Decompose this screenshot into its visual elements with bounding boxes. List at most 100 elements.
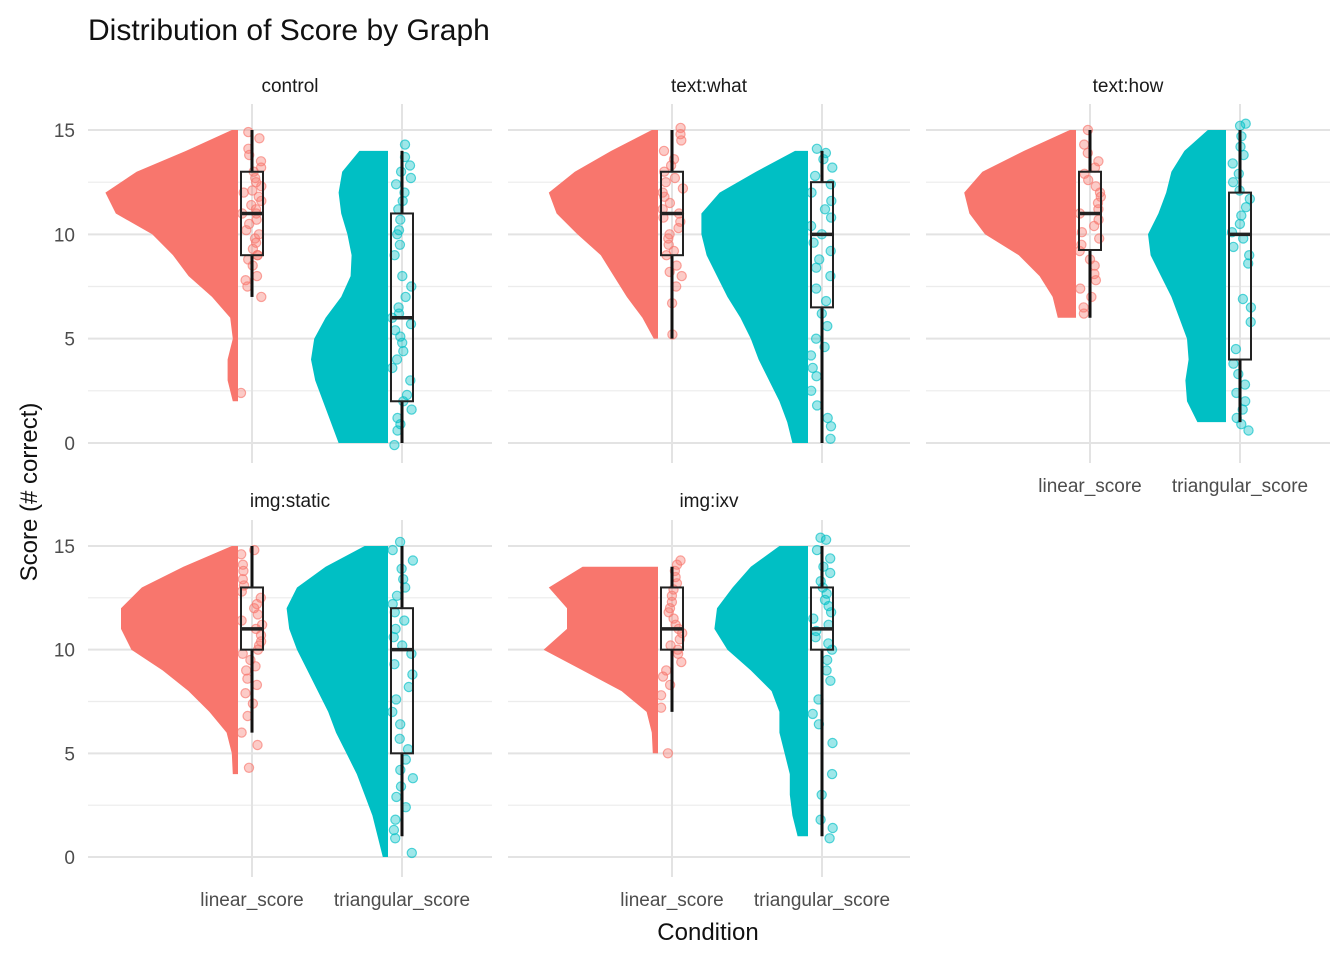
data-point xyxy=(1243,425,1254,436)
data-point xyxy=(810,333,822,344)
data-point xyxy=(256,291,267,303)
data-point xyxy=(811,544,823,556)
data-point xyxy=(391,590,403,602)
box-iqr xyxy=(810,586,834,651)
facet-label: img:static xyxy=(250,491,330,512)
data-point xyxy=(252,739,263,751)
x-tick-label: linear_score xyxy=(200,890,304,911)
data-point xyxy=(247,243,259,255)
data-point xyxy=(664,603,676,614)
data-point xyxy=(389,439,400,451)
data-point xyxy=(823,638,834,649)
data-point xyxy=(390,814,401,825)
data-point xyxy=(660,176,672,188)
x-tick-label: triangular_score xyxy=(754,890,890,911)
data-point xyxy=(407,555,419,566)
facet-panel: text:how linear_score triangular_score xyxy=(926,76,1330,497)
chart-title: Distribution of Score by Graph xyxy=(88,14,490,47)
data-point xyxy=(390,833,401,844)
data-point xyxy=(1234,218,1246,230)
facet-label: text:what xyxy=(671,76,748,97)
data-point xyxy=(391,791,402,803)
data-point xyxy=(657,671,669,682)
data-point xyxy=(236,727,247,738)
data-point xyxy=(822,654,833,666)
facet-panel: 0 5 10 15 control xyxy=(54,76,492,463)
data-point xyxy=(827,162,838,173)
data-point xyxy=(240,688,251,699)
data-point xyxy=(394,239,406,250)
data-point xyxy=(398,346,409,357)
data-point xyxy=(405,318,417,330)
data-point xyxy=(394,733,405,745)
data-point xyxy=(387,544,398,556)
data-point xyxy=(407,773,419,784)
data-point xyxy=(1090,181,1102,192)
data-point xyxy=(401,389,413,401)
data-point xyxy=(1240,118,1251,129)
data-point xyxy=(1078,139,1090,150)
data-point xyxy=(255,592,266,604)
data-point xyxy=(1227,176,1239,188)
data-point xyxy=(675,122,686,134)
data-point xyxy=(825,179,837,190)
data-point xyxy=(1228,241,1239,253)
data-point xyxy=(1074,283,1086,294)
data-point xyxy=(404,160,416,171)
x-axis-label: Condition xyxy=(657,919,758,946)
data-point xyxy=(658,145,670,157)
data-point xyxy=(399,615,410,626)
y-tick-label: 10 xyxy=(54,225,75,246)
data-point xyxy=(237,574,248,585)
x-tick-label: linear_score xyxy=(620,890,724,911)
violin-linear_score xyxy=(121,546,238,775)
data-point xyxy=(393,224,405,236)
data-point xyxy=(399,139,411,150)
y-tick-label: 0 xyxy=(64,434,75,455)
data-point xyxy=(655,702,667,713)
facet-label: text:how xyxy=(1093,76,1164,97)
data-point xyxy=(1093,233,1105,244)
data-point xyxy=(825,433,836,444)
data-point xyxy=(387,706,398,718)
data-point xyxy=(819,594,831,606)
data-point xyxy=(397,270,408,282)
data-point xyxy=(1230,343,1242,355)
data-point xyxy=(806,385,817,396)
violin-triangular_score xyxy=(286,546,388,857)
violin-triangular_score xyxy=(1148,130,1226,423)
x-tick-label: linear_score xyxy=(1038,476,1142,497)
data-point xyxy=(1239,379,1251,390)
facet-panel: img:ixv linear_score triangular_score xyxy=(508,491,910,911)
data-point xyxy=(655,690,667,701)
y-tick-label: 10 xyxy=(54,641,75,662)
data-point xyxy=(395,719,406,730)
data-point xyxy=(827,822,838,834)
violin-triangular_score xyxy=(701,150,808,443)
data-point xyxy=(819,204,831,215)
data-point xyxy=(400,291,411,303)
data-point xyxy=(822,412,833,424)
data-point xyxy=(1236,210,1247,221)
data-point xyxy=(825,553,836,564)
data-point xyxy=(676,270,687,282)
data-point xyxy=(251,270,263,282)
facet-label: control xyxy=(261,76,318,97)
y-axis-label: Score (# correct) xyxy=(16,403,43,582)
box-iqr xyxy=(240,586,264,651)
y-tick-label: 15 xyxy=(54,121,75,142)
data-point xyxy=(251,679,263,691)
data-point xyxy=(388,824,400,836)
data-point xyxy=(807,362,818,374)
data-point xyxy=(1239,396,1251,407)
data-point xyxy=(406,847,417,859)
data-point xyxy=(254,133,265,144)
violin-triangular_score xyxy=(714,546,808,837)
data-point xyxy=(406,281,417,292)
data-point xyxy=(815,532,826,543)
data-point xyxy=(1079,168,1090,179)
data-point xyxy=(825,675,836,687)
data-point xyxy=(243,762,255,774)
data-point xyxy=(235,549,247,560)
